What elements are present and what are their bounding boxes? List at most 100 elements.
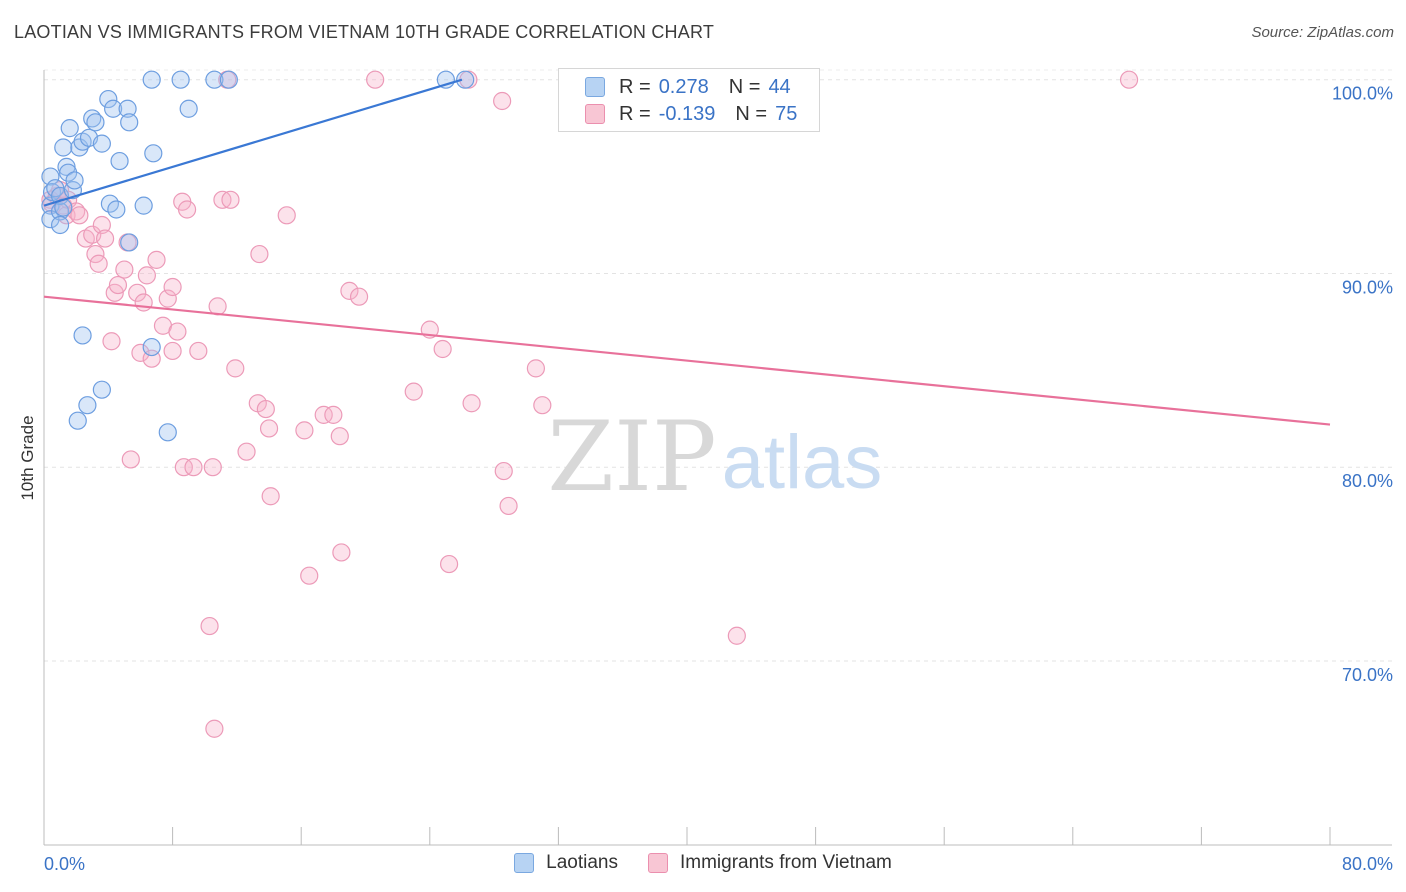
vietnam-point bbox=[163, 341, 182, 361]
legend-item-vietnam[interactable]: Immigrants from Vietnam bbox=[647, 852, 892, 874]
vietnam-point bbox=[177, 200, 197, 219]
vietnam-point bbox=[163, 277, 182, 297]
legend-swatch-pink bbox=[647, 853, 668, 873]
laotian-point bbox=[73, 326, 92, 345]
laotian-point bbox=[65, 171, 84, 190]
vietnam-point bbox=[332, 543, 351, 562]
laotian-point bbox=[110, 151, 129, 171]
vietnam-point bbox=[205, 719, 224, 738]
watermark: ZIP atlas bbox=[547, 401, 882, 513]
laotian-point bbox=[104, 99, 123, 118]
y-tick-label: 90.0% bbox=[1342, 277, 1393, 297]
vietnam-point bbox=[433, 339, 452, 359]
legend-n-value: 75 bbox=[775, 102, 798, 125]
vietnam-point bbox=[493, 91, 512, 111]
legend-n-label: N = bbox=[735, 102, 768, 125]
source-label: Source: ZipAtlas.com bbox=[1251, 24, 1394, 41]
vietnam-point bbox=[92, 215, 111, 235]
legend-swatch-blue bbox=[514, 853, 535, 873]
vietnam-point bbox=[259, 419, 279, 438]
laotian-point bbox=[41, 210, 60, 229]
legend-r-label: R = bbox=[619, 75, 651, 98]
vietnam-point bbox=[226, 359, 245, 378]
vietnam-point bbox=[89, 254, 108, 273]
laotian-point bbox=[86, 113, 105, 132]
vietnam-point bbox=[330, 427, 349, 446]
vietnam-point bbox=[404, 382, 423, 401]
watermark-atlas: atlas bbox=[722, 420, 883, 505]
laotian-point bbox=[205, 70, 224, 89]
laotian-point bbox=[142, 337, 161, 357]
vietnam-point bbox=[300, 566, 319, 585]
laotian-point bbox=[41, 167, 60, 186]
legend-row-vietnam: R = -0.139 N = 75 bbox=[585, 102, 797, 126]
vietnam-point bbox=[86, 244, 105, 264]
vietnam-point bbox=[533, 396, 552, 415]
vietnam-point bbox=[1119, 70, 1139, 89]
x-tick-label: 0.0% bbox=[44, 854, 85, 874]
watermark-zip: ZIP bbox=[547, 401, 716, 513]
vietnam-point bbox=[108, 275, 128, 295]
legend-item-laotians[interactable]: Laotians bbox=[514, 852, 618, 874]
chart-title: LAOTIAN VS IMMIGRANTS FROM VIETNAM 10TH … bbox=[14, 22, 715, 42]
vietnam-point bbox=[727, 626, 746, 645]
legend-n-value: 44 bbox=[768, 75, 791, 98]
correlation-legend: R = 0.278 N = 44 R = -0.139 N = 75 bbox=[558, 68, 820, 132]
axis-layer bbox=[43, 70, 1392, 846]
vietnam-point bbox=[277, 206, 296, 225]
vietnam-point bbox=[158, 289, 177, 308]
laotian-point bbox=[219, 70, 238, 89]
laotian-point bbox=[142, 70, 161, 89]
vietnam-point bbox=[439, 554, 459, 574]
vietnam-point bbox=[184, 458, 203, 477]
laotian-point bbox=[179, 99, 198, 118]
grid-layer bbox=[44, 69, 1392, 662]
vietnam-point bbox=[250, 244, 269, 264]
vietnam-point bbox=[102, 332, 121, 351]
laotian-point bbox=[120, 113, 139, 132]
legend-label-vietnam: Immigrants from Vietnam bbox=[679, 852, 892, 873]
vietnam-point bbox=[200, 616, 219, 636]
laotian-point bbox=[118, 99, 137, 118]
vietnam-point bbox=[121, 450, 140, 469]
laotian-point bbox=[144, 144, 163, 163]
legend-row-laotians: R = 0.278 N = 44 bbox=[585, 75, 791, 99]
laotian-point bbox=[99, 89, 118, 109]
vietnam-point bbox=[256, 399, 275, 419]
legend-r-label: R = bbox=[619, 102, 651, 125]
laotian-trend-line bbox=[43, 78, 463, 207]
laotian-point bbox=[78, 396, 97, 415]
vietnam-point bbox=[237, 442, 256, 461]
vietnam-point bbox=[324, 405, 343, 424]
laotian-point bbox=[50, 215, 70, 235]
vietnam-point bbox=[295, 421, 314, 440]
laotian-point bbox=[107, 200, 126, 219]
vietnam-point bbox=[147, 250, 166, 269]
vietnam-point bbox=[131, 343, 150, 362]
vietnam-point bbox=[261, 487, 280, 506]
vietnam-point bbox=[494, 461, 513, 481]
y-tick-label: 70.0% bbox=[1342, 665, 1393, 685]
laotian-point bbox=[68, 411, 87, 430]
legend-r-value: -0.139 bbox=[658, 102, 716, 125]
laotian-point bbox=[120, 233, 139, 252]
laotian-point bbox=[92, 134, 111, 153]
vietnam-trend-line bbox=[43, 295, 1331, 426]
legend-r-value: 0.278 bbox=[658, 75, 709, 98]
vietnam-point bbox=[70, 206, 89, 225]
vietnam-point bbox=[203, 458, 222, 477]
vietnam-point bbox=[134, 293, 153, 312]
laotian-point bbox=[456, 70, 475, 89]
laotian-point bbox=[70, 138, 89, 157]
vietnam-point bbox=[366, 70, 385, 89]
vietnam-point bbox=[137, 266, 156, 285]
laotian-point bbox=[60, 119, 79, 138]
vietnam-point bbox=[221, 190, 240, 209]
vietnam-point bbox=[526, 359, 545, 378]
vietnam-point bbox=[189, 341, 208, 361]
vietnam-point bbox=[349, 287, 369, 306]
laotian-point bbox=[54, 138, 73, 157]
x-tick-label: 80.0% bbox=[1342, 854, 1393, 874]
vietnam-point bbox=[174, 458, 193, 477]
